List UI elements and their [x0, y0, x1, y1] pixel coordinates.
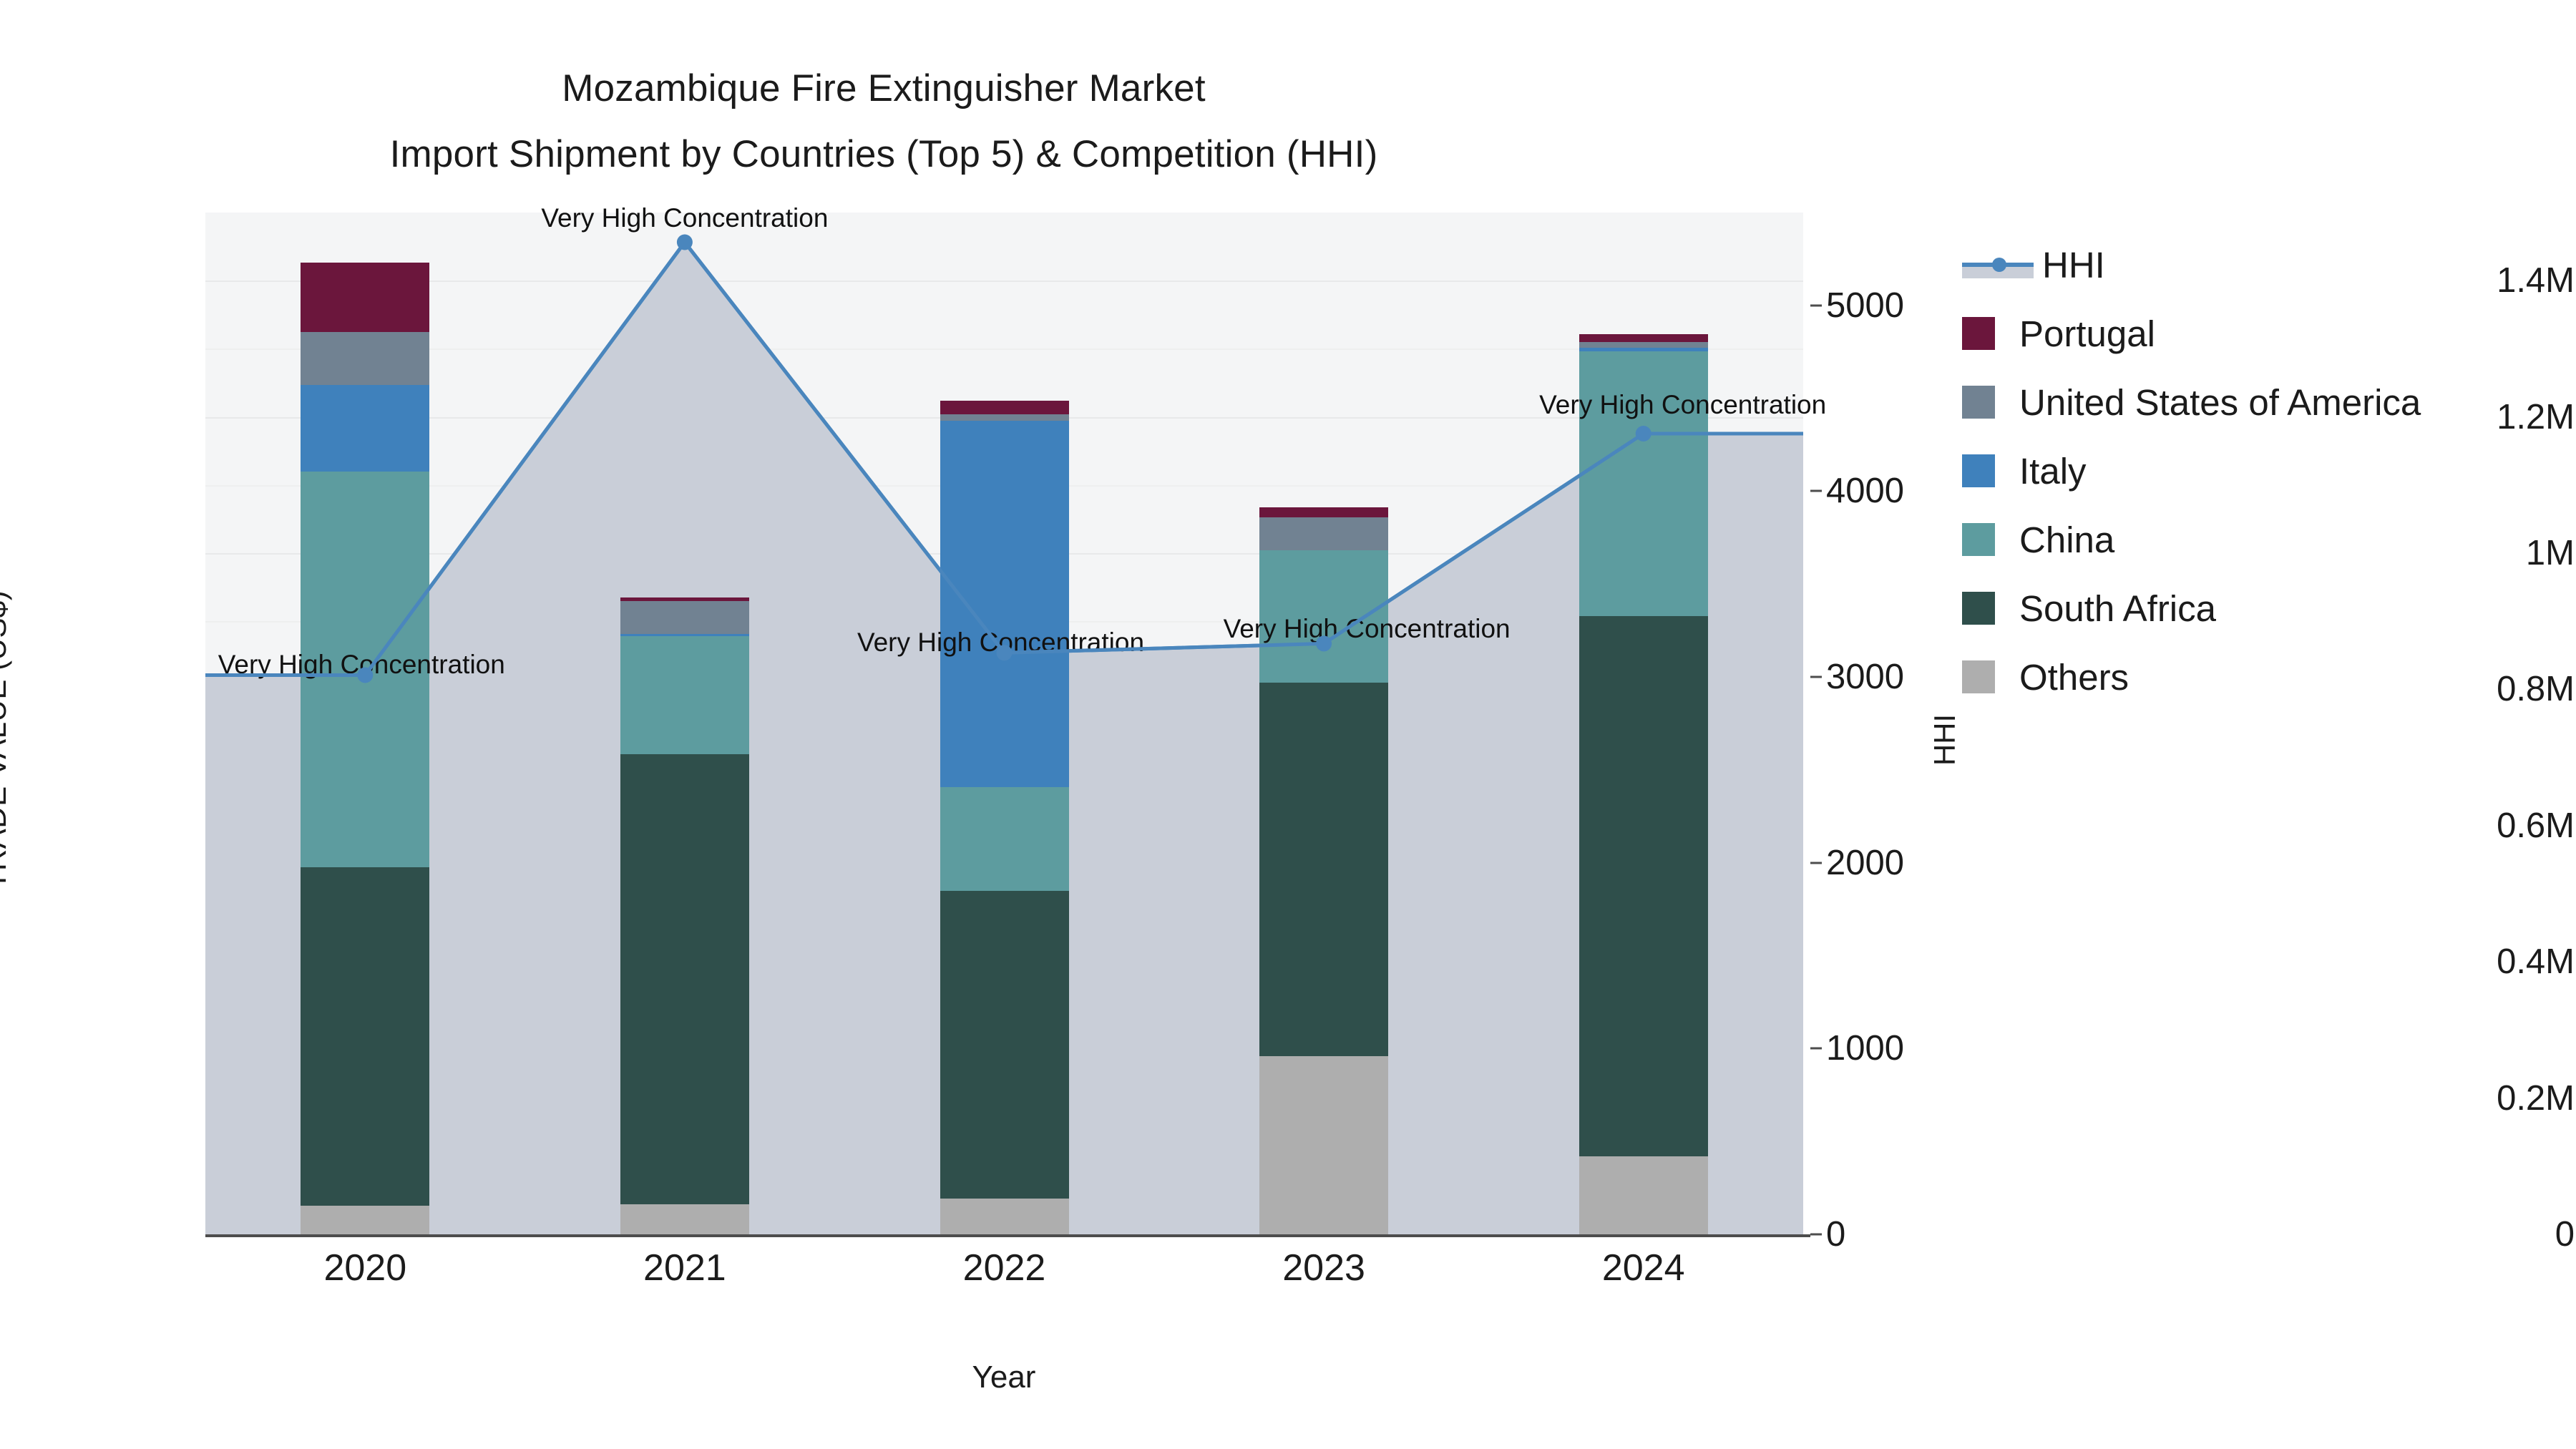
y-axis-left-tick: 1M — [2525, 534, 2575, 572]
bar-stack-2024[interactable] — [1579, 213, 1708, 1234]
bar-segment-south-africa[interactable] — [301, 867, 430, 1206]
legend-item-label: HHI — [2042, 244, 2105, 286]
y-axis-left-tick: 1.4M — [2497, 261, 2575, 301]
annotation-2021: Very High Concentration — [541, 203, 829, 233]
annotation-2024: Very High Concentration — [1539, 389, 1827, 419]
annotation-2020: Very High Concentration — [218, 650, 505, 680]
y-axis-left-tick: 0.6M — [2497, 806, 2575, 845]
legend-item-label: China — [2019, 519, 2115, 560]
x-axis-tick-2022: 2022 — [962, 1247, 1046, 1289]
legend-item-label: Portugal — [2019, 313, 2155, 354]
bar-segment-united-states-of-america[interactable] — [1579, 341, 1708, 348]
bar-segment-united-states-of-america[interactable] — [940, 414, 1069, 421]
bar-segment-italy[interactable] — [940, 421, 1069, 787]
bar-segment-south-africa[interactable] — [940, 891, 1069, 1199]
x-axis-baseline — [205, 1234, 1810, 1237]
legend: HHI Portugal United States of America Italy… — [1962, 230, 2421, 711]
chart-title-line-1: Mozambique Fire Extinguisher Market — [562, 67, 1206, 109]
bar-segment-south-africa[interactable] — [1579, 615, 1708, 1156]
legend-item-others[interactable]: Others — [1962, 643, 2421, 711]
bar-stack-2021[interactable] — [620, 213, 749, 1234]
x-axis-tick-2021: 2021 — [643, 1247, 726, 1289]
bar-segment-south-africa[interactable] — [620, 753, 749, 1205]
y-axis-left-label: TRADE VALUE (US$) — [0, 590, 12, 890]
x-axis-tick-2020: 2020 — [323, 1247, 407, 1289]
y-axis-right-tick: 2000 — [1826, 843, 1905, 882]
bar-stack-2020[interactable] — [301, 213, 430, 1234]
bar-segment-italy[interactable] — [301, 384, 430, 472]
legend-item-label: United States of America — [2019, 381, 2421, 423]
chart-title: Mozambique Fire Extinguisher Market Impo… — [0, 56, 1767, 187]
x-axis-tick-2023: 2023 — [1282, 1247, 1365, 1289]
legend-item-italy[interactable]: Italy — [1962, 436, 2421, 505]
bar-segment-united-states-of-america[interactable] — [1259, 517, 1389, 551]
legend-item-label: Others — [2019, 656, 2129, 698]
legend-swatch-icon — [1962, 592, 1995, 625]
bar-segment-italy[interactable] — [1579, 348, 1708, 352]
y-axis-right-tick: 0 — [1826, 1215, 1846, 1254]
legend-item-china[interactable]: China — [1962, 505, 2421, 574]
x-axis-label: Year — [972, 1360, 1036, 1395]
y-axis-left-tick: 0.2M — [2497, 1078, 2575, 1118]
bar-segment-portugal[interactable] — [1579, 334, 1708, 342]
y-axis-right-tick-mark — [1810, 675, 1822, 678]
y-axis-right-tick: 5000 — [1826, 286, 1905, 325]
y-axis-right-tick-mark — [1810, 1233, 1822, 1236]
bar-stack-2023[interactable] — [1259, 213, 1389, 1234]
bar-segment-portugal[interactable] — [940, 400, 1069, 414]
bar-segment-others[interactable] — [1259, 1055, 1389, 1234]
legend-item-hhi[interactable]: HHI — [1962, 230, 2421, 299]
bar-segment-portugal[interactable] — [620, 597, 749, 601]
annotation-2022: Very High Concentration — [857, 628, 1145, 658]
y-axis-right-tick: 4000 — [1826, 472, 1905, 511]
x-axis-tick-2024: 2024 — [1601, 1247, 1685, 1289]
y-axis-right-tick-mark — [1810, 489, 1822, 492]
y-axis-right-label: HHI — [1928, 713, 1961, 766]
y-axis-left-tick: 0 — [2555, 1215, 2575, 1254]
legend-swatch-icon — [1962, 454, 1995, 487]
bar-segment-portugal[interactable] — [301, 263, 430, 332]
y-axis-right-tick: 3000 — [1826, 658, 1905, 697]
legend-item-portugal[interactable]: Portugal — [1962, 299, 2421, 368]
legend-swatch-icon — [1962, 523, 1995, 556]
bar-segment-united-states-of-america[interactable] — [301, 331, 430, 385]
legend-swatch-icon — [1962, 660, 1995, 693]
bar-segment-italy[interactable] — [620, 634, 749, 637]
annotation-2023: Very High Concentration — [1223, 614, 1511, 644]
bar-segment-others[interactable] — [620, 1204, 749, 1234]
y-axis-left-tick: 0.4M — [2497, 942, 2575, 982]
y-axis-right-tick: 1000 — [1826, 1029, 1905, 1068]
bar-segment-others[interactable] — [1579, 1156, 1708, 1234]
bar-segment-others[interactable] — [301, 1206, 430, 1234]
bar-segment-china[interactable] — [940, 786, 1069, 892]
legend-item-united-states-of-america[interactable]: United States of America — [1962, 368, 2421, 436]
y-axis-left-tick: 1.2M — [2497, 397, 2575, 436]
legend-item-south-africa[interactable]: South Africa — [1962, 574, 2421, 643]
bar-segment-united-states-of-america[interactable] — [620, 600, 749, 635]
y-axis-left-tick: 0.8M — [2497, 670, 2575, 709]
chart-title-line-2: Import Shipment by Countries (Top 5) & C… — [389, 133, 1378, 175]
bar-segment-others[interactable] — [940, 1199, 1069, 1234]
legend-item-label: South Africa — [2019, 587, 2216, 629]
legend-item-label: Italy — [2019, 450, 2087, 492]
y-axis-right-tick-mark — [1810, 862, 1822, 864]
bar-segment-south-africa[interactable] — [1259, 682, 1389, 1056]
y-axis-right-tick-mark — [1810, 304, 1822, 307]
bar-segment-portugal[interactable] — [1259, 507, 1389, 518]
y-axis-right-tick-mark — [1810, 1047, 1822, 1050]
legend-line-marker-icon — [1962, 248, 2034, 281]
bar-segment-china[interactable] — [620, 636, 749, 754]
bar-stack-2022[interactable] — [940, 213, 1069, 1234]
legend-swatch-icon — [1962, 386, 1995, 419]
legend-swatch-icon — [1962, 317, 1995, 350]
